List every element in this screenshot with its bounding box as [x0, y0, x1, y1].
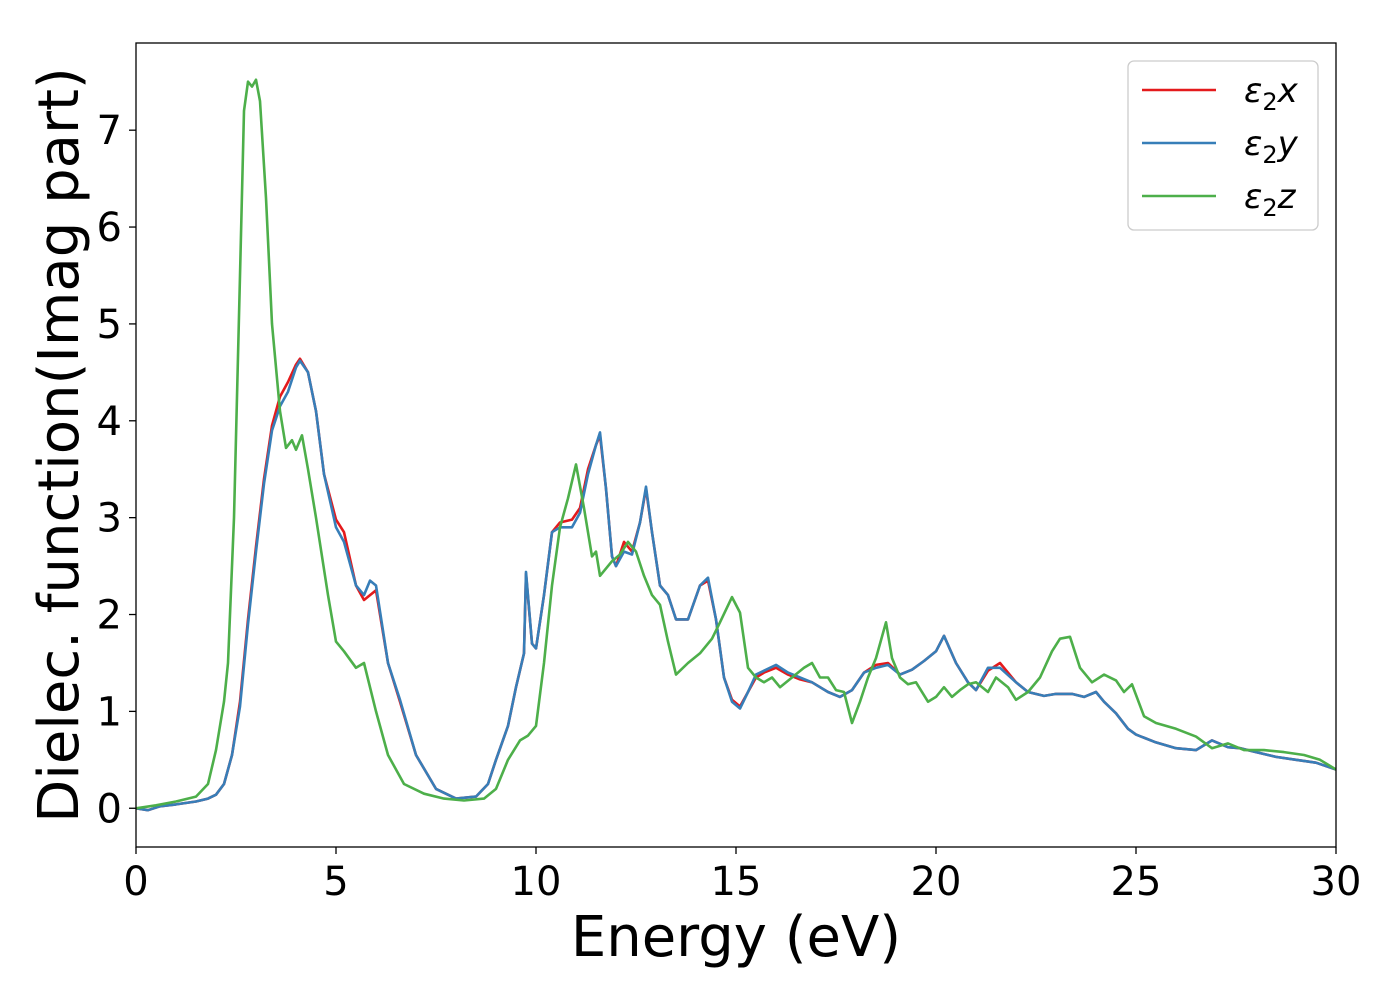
legend-label-y: ε2y [1244, 124, 1299, 169]
series-line-z [136, 78, 1336, 810]
x-axis-ticks: 0 5 10 15 20 25 30 [123, 847, 1361, 905]
y-tick-label: 7 [97, 108, 122, 154]
legend-label-x: ε2x [1244, 71, 1299, 116]
y-axis-ticks: 0 1 2 3 4 5 6 7 [97, 108, 136, 832]
x-tick-label: 10 [511, 859, 562, 905]
y-tick-label: 2 [97, 593, 122, 639]
legend-items: ε2x ε2y ε2z [1142, 71, 1299, 222]
y-tick-label: 6 [97, 205, 122, 251]
y-tick-label: 0 [97, 786, 122, 832]
x-axis-label: Energy (eV) [571, 905, 901, 970]
y-tick-label: 4 [97, 399, 122, 445]
x-tick-label: 0 [123, 859, 148, 905]
y-tick-label: 1 [97, 689, 122, 735]
y-axis-label: Dielec. function(Imag part) [27, 67, 92, 823]
legend-label-z: ε2z [1244, 177, 1297, 222]
legend-box [1127, 60, 1319, 231]
x-tick-label: 30 [1311, 859, 1362, 905]
x-tick-label: 25 [1111, 859, 1162, 905]
y-tick-label: 5 [97, 302, 122, 348]
series-line-y [136, 359, 1336, 812]
legend: ε2x ε2y ε2z [1127, 60, 1319, 231]
x-tick-label: 15 [711, 859, 762, 905]
y-tick-label: 3 [97, 496, 122, 542]
x-tick-label: 20 [911, 859, 962, 905]
series-layer [136, 78, 1336, 812]
x-tick-label: 5 [323, 859, 348, 905]
